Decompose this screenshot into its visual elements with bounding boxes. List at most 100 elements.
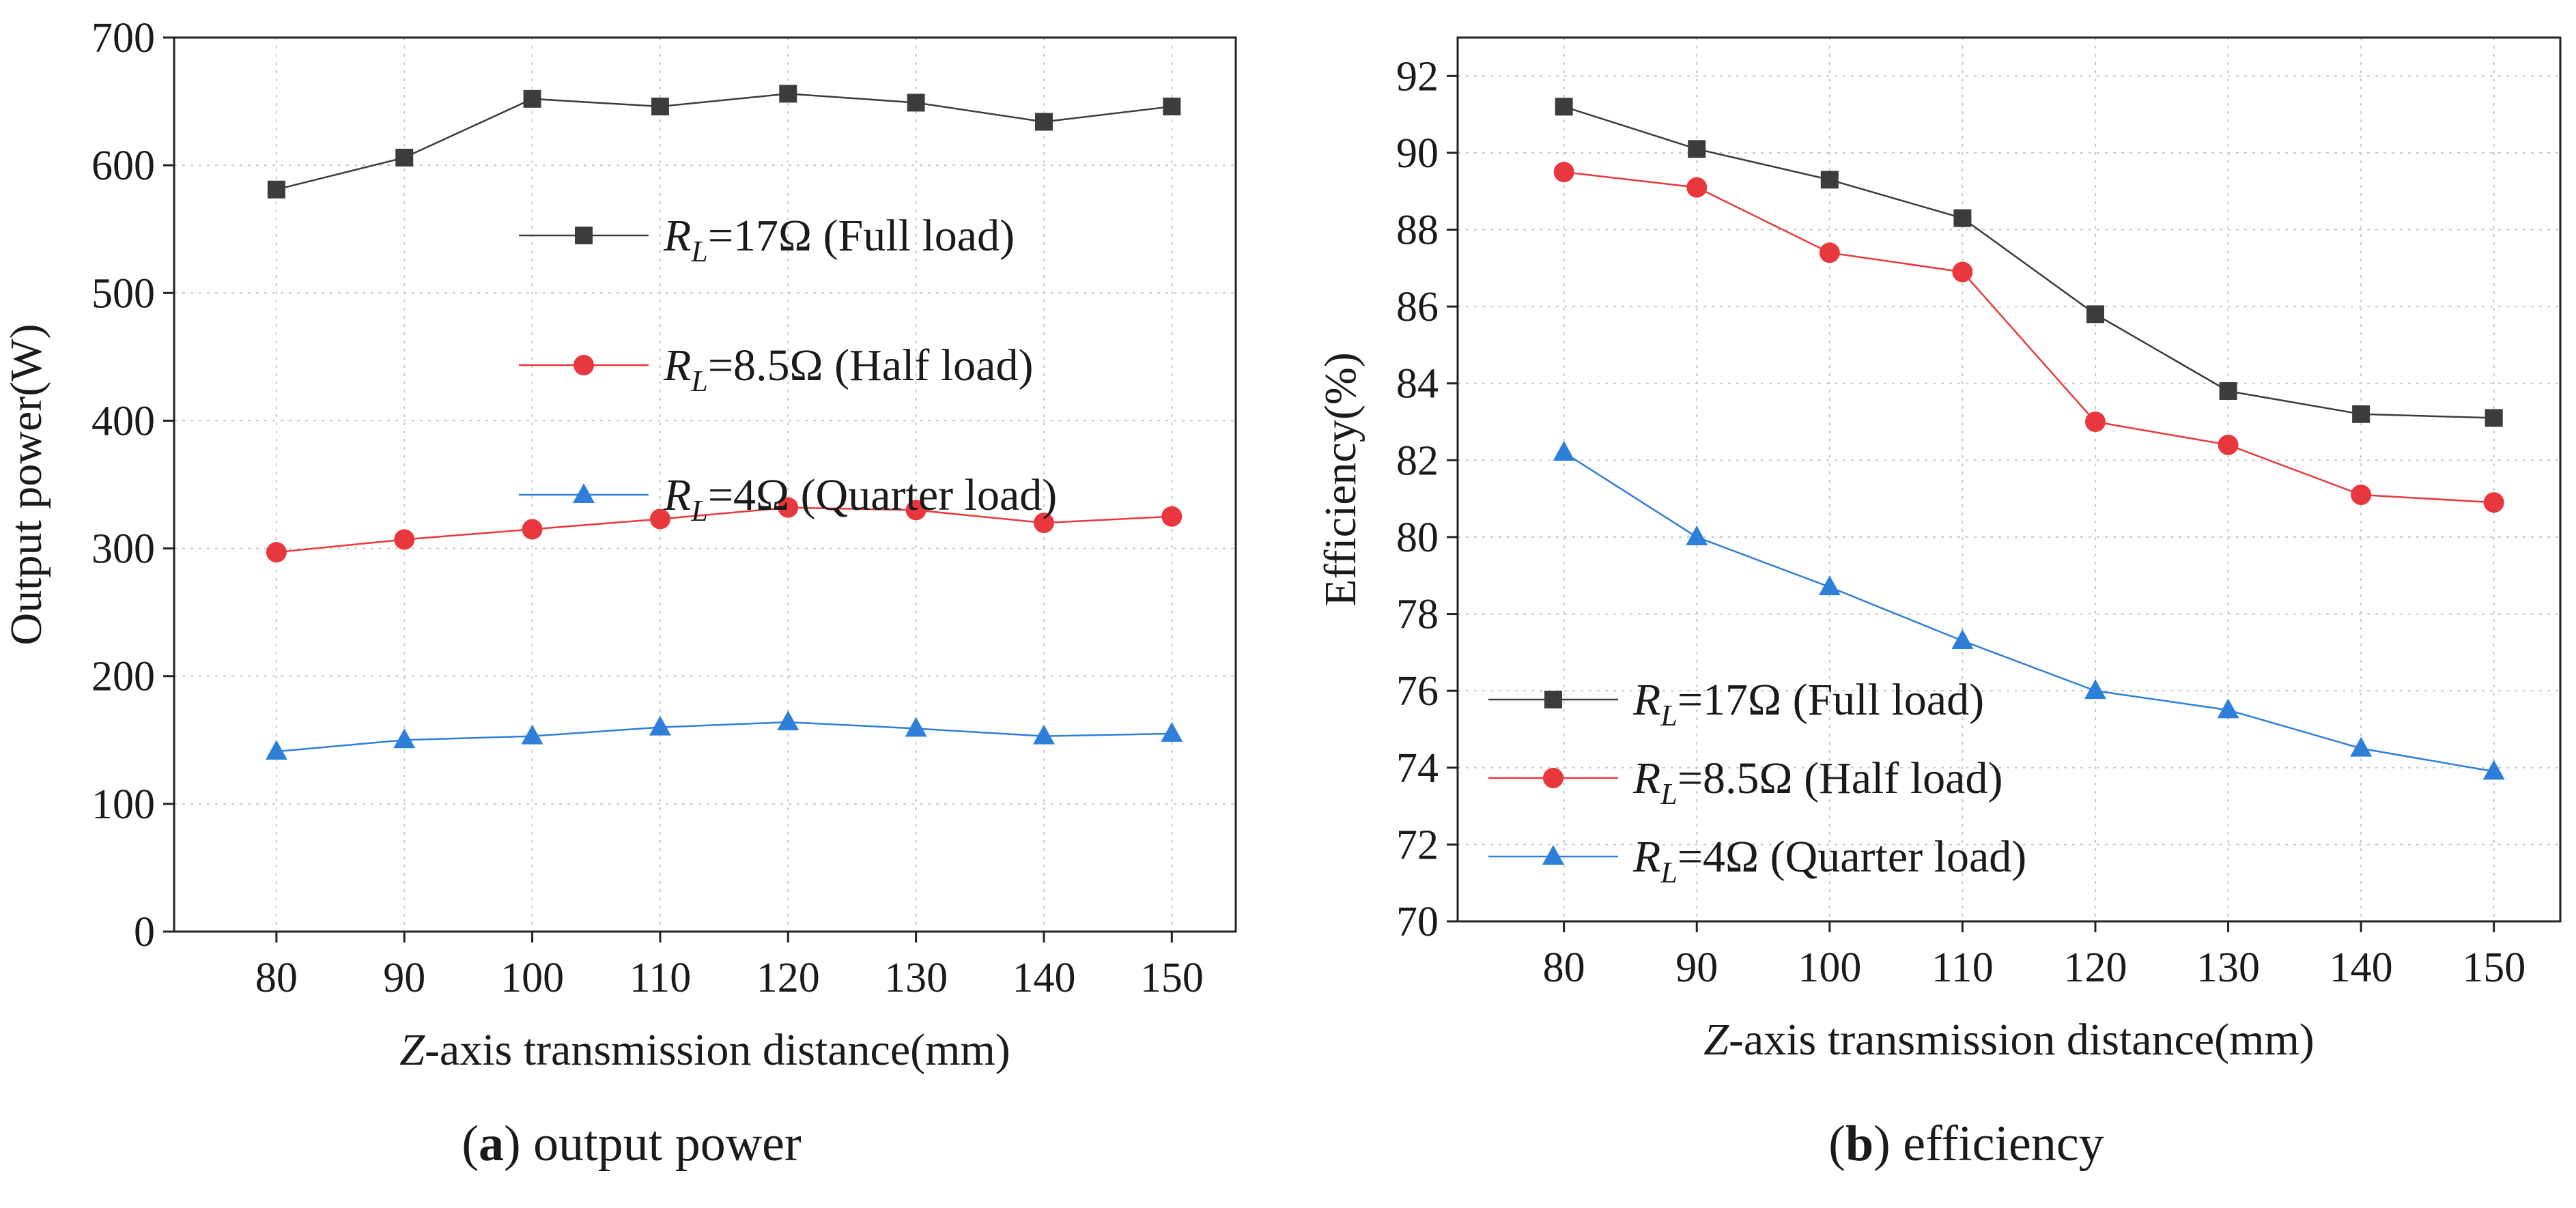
x-axis-label-text: -axis transmission distance(mm) bbox=[1729, 1015, 2315, 1065]
y-tick-label: 200 bbox=[91, 654, 155, 700]
legend-label-symbol: R bbox=[1632, 832, 1660, 882]
caption-close-paren: ) bbox=[1873, 1116, 1891, 1172]
x-axis-label-text: -axis transmission distance(mm) bbox=[425, 1025, 1010, 1075]
data-point bbox=[1818, 575, 1841, 596]
series-quarter-load bbox=[1553, 441, 2505, 780]
data-point bbox=[267, 180, 285, 199]
legend-label-text: =8.5Ω (Half load) bbox=[1678, 753, 2003, 803]
x-tick-label: 100 bbox=[500, 955, 564, 1001]
plot-frame bbox=[1456, 36, 2562, 923]
series-full-load bbox=[1555, 98, 2503, 427]
x-tick-label: 110 bbox=[629, 955, 692, 1001]
data-point bbox=[1951, 629, 1974, 649]
x-tick-label: 100 bbox=[1798, 945, 1861, 991]
y-tick-label: 78 bbox=[1396, 592, 1439, 638]
data-point bbox=[2217, 698, 2239, 719]
data-point bbox=[2352, 405, 2370, 423]
x-tick-label: 120 bbox=[756, 955, 820, 1001]
legend-label-symbol: R bbox=[663, 470, 691, 520]
figure-caption: (a) output power bbox=[462, 1116, 801, 1172]
legend-marker bbox=[575, 227, 593, 244]
data-point bbox=[1686, 525, 1708, 545]
y-tick-label: 86 bbox=[1396, 284, 1439, 330]
x-tick-label: 140 bbox=[1012, 955, 1075, 1001]
series-line bbox=[1563, 171, 2494, 504]
data-point bbox=[2350, 736, 2373, 757]
caption-text: efficiency bbox=[1891, 1116, 2104, 1172]
efficiency-chart: 70 72 74 76 78 80 82 84 86 88 90 92 80 90 100 110 120 130… bbox=[1316, 36, 2562, 1172]
data-point bbox=[907, 94, 925, 112]
legend-marker bbox=[1544, 691, 1562, 708]
legend-label-text: =4Ω (Quarter load) bbox=[1678, 832, 2026, 882]
data-point bbox=[905, 717, 927, 737]
x-tick-label: 130 bbox=[884, 955, 948, 1001]
y-tick-label: 600 bbox=[91, 143, 155, 189]
x-tick-label: 130 bbox=[2196, 945, 2260, 991]
legend: RL=17Ω (Full load)RL=8.5Ω (Half load)RL=… bbox=[1488, 675, 2026, 889]
series-half-load bbox=[1553, 162, 2504, 513]
y-tick-label: 0 bbox=[134, 909, 155, 955]
caption-letter: b bbox=[1845, 1116, 1873, 1172]
data-point bbox=[1553, 441, 1575, 461]
y-tick-label: 76 bbox=[1396, 668, 1439, 715]
data-point bbox=[779, 85, 797, 103]
legend-label-symbol: R bbox=[1632, 675, 1660, 725]
data-point bbox=[777, 710, 799, 731]
legend-label-subscript: L bbox=[690, 364, 707, 398]
legend-label-subscript: L bbox=[690, 494, 707, 528]
legend-label: RL=17Ω (Full load) bbox=[663, 211, 1015, 268]
data-point bbox=[651, 98, 669, 116]
y-tick-label: 92 bbox=[1396, 53, 1439, 100]
legend-marker bbox=[1542, 845, 1564, 865]
y-tick-label: 300 bbox=[91, 526, 155, 573]
data-point bbox=[1163, 98, 1181, 116]
x-tick-label: 120 bbox=[2063, 945, 2127, 991]
data-point bbox=[393, 728, 416, 749]
y-axis-label: Output power(W) bbox=[1, 323, 51, 645]
data-point bbox=[395, 148, 414, 167]
data-point bbox=[266, 542, 287, 563]
legend-label-text: =8.5Ω (Half load) bbox=[708, 341, 1034, 390]
data-point bbox=[2084, 412, 2106, 433]
legend-label-subscript: L bbox=[1660, 856, 1677, 889]
data-point bbox=[2485, 409, 2503, 427]
x-axis-label-italic: Z bbox=[399, 1025, 425, 1075]
legend-marker bbox=[573, 483, 595, 503]
data-point bbox=[649, 715, 671, 736]
x-tick-label: 140 bbox=[2330, 945, 2393, 991]
y-tick-label: 90 bbox=[1396, 130, 1439, 177]
data-point bbox=[1688, 140, 1706, 158]
x-axis-label: Z-axis transmission distance(mm) bbox=[399, 1025, 1010, 1075]
series-line bbox=[276, 93, 1172, 190]
output-power-chart: 0 100 200 300 400 500 600 700 80 90 100 110 120 130 14… bbox=[1, 15, 1237, 1172]
data-point bbox=[2084, 679, 2106, 700]
data-point bbox=[265, 740, 287, 760]
plot-frame bbox=[173, 36, 1237, 933]
legend-label-text: =4Ω (Quarter load) bbox=[708, 470, 1057, 520]
data-point bbox=[522, 519, 543, 540]
legend-label-symbol: R bbox=[1632, 753, 1660, 803]
legend-label: RL=8.5Ω (Half load) bbox=[1632, 753, 2002, 811]
caption-open-paren: ( bbox=[1828, 1116, 1845, 1172]
legend-label: RL=4Ω (Quarter load) bbox=[1632, 832, 2026, 889]
x-axis-label-italic: Z bbox=[1703, 1015, 1729, 1065]
caption-close-paren: ) bbox=[504, 1116, 521, 1172]
data-point bbox=[2086, 305, 2104, 323]
data-point bbox=[2482, 760, 2505, 780]
x-tick-label: 150 bbox=[1140, 955, 1204, 1001]
data-point bbox=[1820, 171, 1839, 189]
data-point bbox=[521, 724, 543, 745]
legend-label: RL=8.5Ω (Half load) bbox=[663, 341, 1033, 398]
legend-label-symbol: R bbox=[663, 341, 691, 390]
data-point bbox=[1952, 261, 1973, 283]
legend-label: RL=17Ω (Full load) bbox=[1632, 675, 1984, 732]
series-full-load bbox=[267, 85, 1181, 199]
caption-letter: a bbox=[479, 1116, 504, 1172]
y-tick-label: 400 bbox=[91, 398, 155, 444]
y-tick-label: 88 bbox=[1396, 207, 1439, 254]
caption-open-paren: ( bbox=[462, 1116, 479, 1172]
grid-lines bbox=[174, 37, 1236, 932]
grid-lines bbox=[1458, 38, 2560, 922]
series-line bbox=[1563, 452, 2494, 773]
